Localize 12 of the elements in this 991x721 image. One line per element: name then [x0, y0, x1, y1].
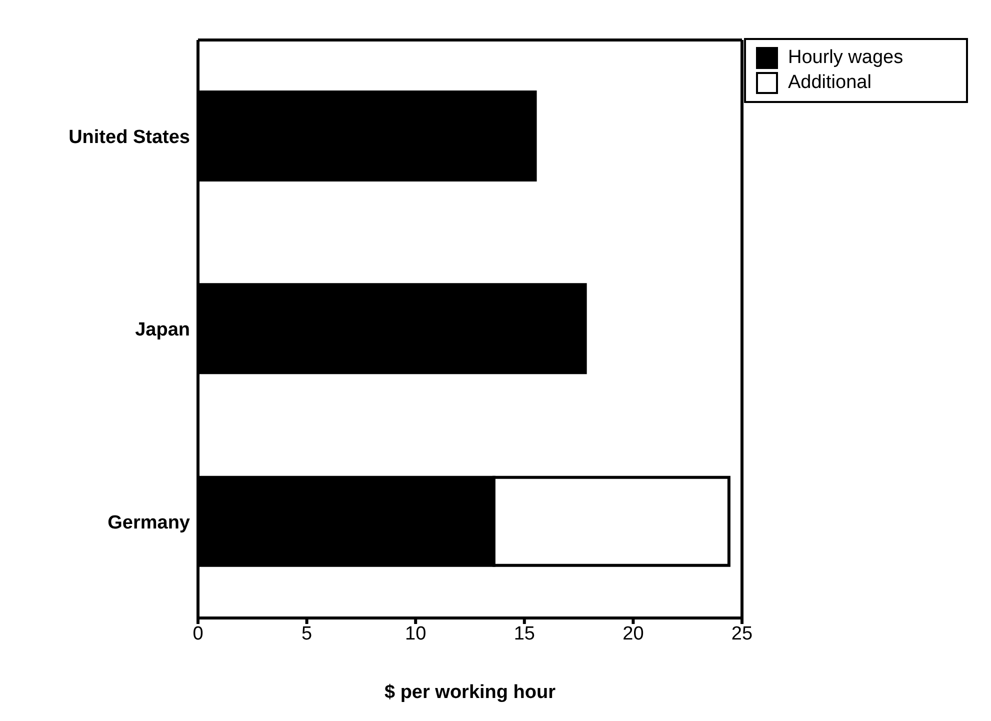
- x-tick-label: 20: [622, 623, 644, 644]
- x-tick-label: 5: [302, 623, 312, 644]
- y-tick-label: Germany: [108, 512, 190, 534]
- y-tick-label: United States: [68, 127, 190, 148]
- x-tick-label: 15: [514, 623, 535, 644]
- x-axis-title: $ per working hour: [384, 682, 556, 703]
- x-tick-label: 10: [405, 623, 426, 644]
- legend-label: Additional: [788, 72, 872, 94]
- legend-label: Hourly wages: [788, 47, 904, 69]
- x-tick-label: 25: [731, 623, 753, 644]
- x-tick-label: 0: [192, 623, 204, 644]
- y-tick-label: Japan: [135, 320, 190, 341]
